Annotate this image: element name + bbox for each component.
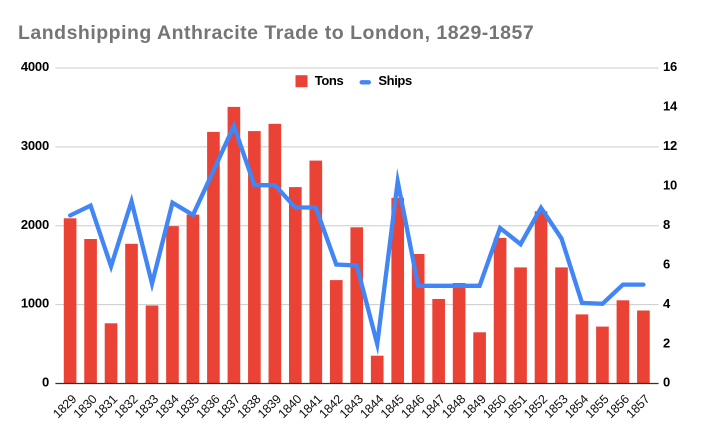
svg-text:1000: 1000 — [21, 296, 49, 311]
svg-text:0: 0 — [663, 375, 670, 390]
svg-text:16: 16 — [663, 59, 677, 74]
svg-text:2000: 2000 — [21, 217, 49, 232]
svg-text:12: 12 — [663, 138, 677, 153]
svg-text:0: 0 — [42, 375, 49, 390]
svg-text:1857: 1857 — [624, 392, 653, 421]
svg-text:10: 10 — [663, 178, 677, 193]
svg-text:Ships: Ships — [378, 73, 412, 88]
svg-text:14: 14 — [663, 99, 678, 114]
svg-text:4: 4 — [663, 296, 671, 311]
svg-text:8: 8 — [663, 217, 670, 232]
svg-text:4000: 4000 — [21, 59, 49, 74]
svg-text:3000: 3000 — [21, 138, 49, 153]
svg-text:Tons: Tons — [315, 73, 344, 88]
svg-text:2: 2 — [663, 335, 670, 350]
svg-text:6: 6 — [663, 256, 670, 271]
